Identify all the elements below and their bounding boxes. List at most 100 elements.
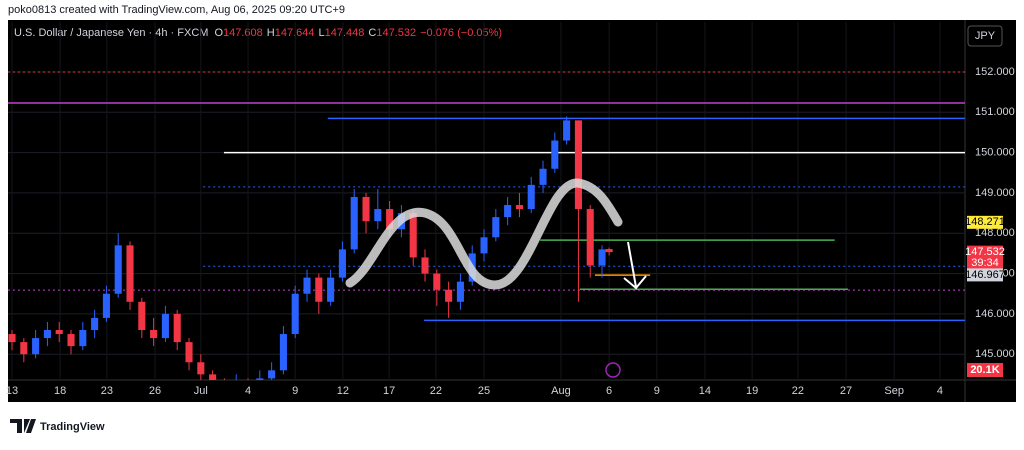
candle-body	[338, 249, 346, 278]
candle-body	[8, 334, 16, 343]
legend-symbol: U.S. Dollar / Japanese Yen · 4h · FXCM	[14, 27, 208, 39]
candle-body	[527, 184, 535, 210]
candle-body	[350, 196, 358, 250]
candle-body	[480, 237, 488, 254]
candle-body	[197, 362, 205, 375]
candle-body	[492, 217, 500, 238]
wave-drawing	[345, 178, 623, 290]
candle-body	[433, 273, 441, 290]
candle-body	[303, 277, 311, 294]
candle	[126, 241, 134, 310]
candle-body	[586, 209, 594, 266]
candle-body	[161, 313, 169, 339]
candle-body	[20, 342, 28, 355]
candle	[20, 338, 28, 363]
candle	[315, 273, 323, 314]
candle	[114, 233, 122, 298]
candle	[598, 245, 606, 278]
x-tick-label: 18	[54, 385, 66, 397]
candle	[235, 374, 237, 380]
candle-body	[32, 338, 40, 355]
x-tick-label: Sep	[884, 385, 904, 397]
candle	[492, 209, 500, 242]
y-tick-label: 152.000	[975, 66, 1015, 78]
x-tick-label: 6	[606, 385, 612, 397]
x-tick-label: 9	[654, 385, 660, 397]
candle-body	[91, 317, 99, 331]
x-tick-label: 14	[699, 385, 711, 397]
candle-body	[386, 209, 394, 230]
brand-logo	[10, 419, 36, 433]
x-tick-label: 27	[840, 385, 852, 397]
x-tick-label: 12	[337, 385, 349, 397]
x-tick-label: Aug	[551, 385, 571, 397]
candle	[433, 269, 441, 306]
x-tick-label: 17	[383, 385, 395, 397]
y-tick-label: 150.000	[975, 147, 1015, 159]
candle	[291, 285, 299, 339]
candle	[574, 120, 582, 302]
candle	[374, 188, 382, 230]
y-tick-label: 149.000	[975, 187, 1015, 199]
candle-body	[102, 293, 110, 318]
legend-value: 147.644	[275, 27, 315, 39]
candle-body	[409, 213, 417, 258]
candle-body	[126, 245, 134, 302]
candle	[43, 321, 51, 347]
y-tick-label: 145.000	[975, 348, 1015, 360]
legend-key: C	[368, 27, 376, 39]
candle	[409, 209, 417, 266]
candle-body	[67, 334, 75, 347]
plot	[8, 22, 965, 380]
x-tick-label: 4	[245, 385, 251, 397]
candle-body	[173, 313, 181, 343]
candle	[480, 229, 488, 262]
price-badge	[967, 245, 1003, 270]
candle-body	[515, 205, 523, 210]
legend-text: U.S. Dollar / Japanese Yen · 4h · FXCM O 1…	[14, 27, 502, 39]
candle	[563, 116, 571, 145]
candle-body	[574, 120, 582, 210]
candle	[527, 176, 535, 214]
x-tick-label: 4	[937, 385, 943, 397]
candle-body	[268, 370, 276, 379]
candle	[197, 354, 205, 380]
candle-body	[150, 330, 158, 339]
candle	[515, 192, 523, 218]
candle	[55, 321, 63, 343]
x-tick-label: 23	[101, 385, 113, 397]
volume-badge-label: 20.1K	[970, 364, 999, 376]
candle-body	[598, 249, 606, 266]
currency-button[interactable]	[967, 25, 1003, 47]
candle	[504, 196, 512, 226]
candle	[209, 370, 217, 380]
candle	[8, 330, 16, 351]
candle	[350, 188, 358, 254]
candle	[456, 273, 464, 310]
candle-body	[79, 330, 87, 347]
candle	[279, 325, 287, 375]
x-tick-label: 25	[478, 385, 490, 397]
legend-key: H	[267, 27, 275, 39]
candle-body	[291, 293, 299, 335]
candle-body	[539, 168, 547, 185]
candle-body	[209, 374, 217, 380]
candle-body	[43, 330, 51, 339]
candle-body	[185, 342, 193, 363]
currency-label[interactable]: JPY	[975, 30, 996, 42]
candle	[338, 241, 346, 282]
candle	[102, 285, 110, 322]
credit: poko0813 created with TradingView.com, A…	[8, 4, 345, 16]
legend-change: −0.076 (−0.05%)	[420, 27, 502, 39]
price-badge	[967, 268, 1003, 282]
legend-key: O	[214, 27, 223, 39]
price-badge-label: 148.271	[965, 216, 1005, 228]
x-tick-label: 9	[292, 385, 298, 397]
candle-body	[563, 120, 571, 141]
price-badge-label: 147.532	[965, 246, 1005, 258]
alert-icon[interactable]	[605, 362, 621, 378]
down-arrow	[623, 241, 647, 290]
candle-body	[279, 334, 287, 371]
